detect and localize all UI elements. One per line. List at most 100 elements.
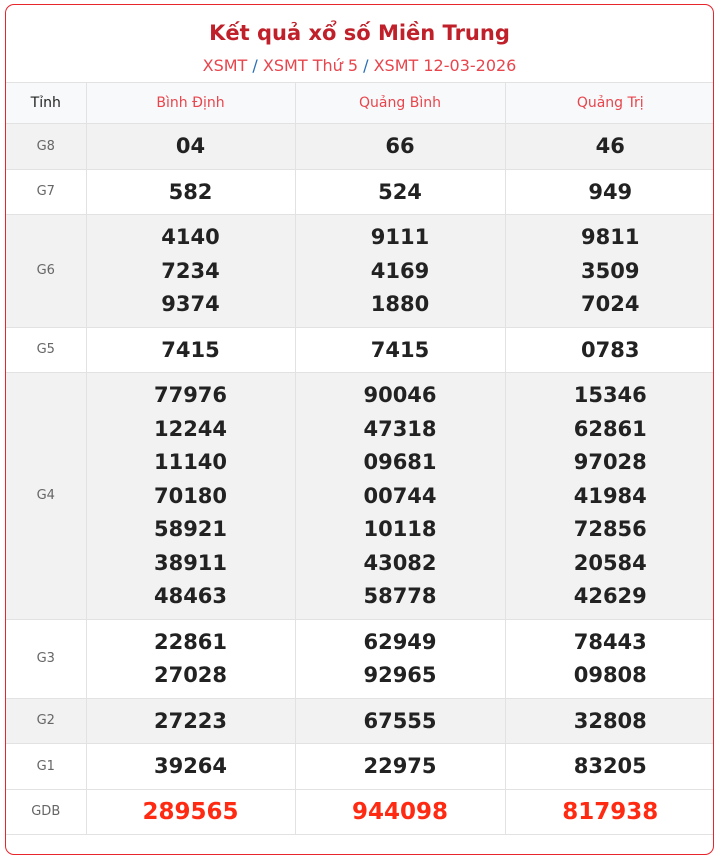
prize-row-g2: G2 27223 67555 32808 [6,697,713,744]
results-card: Kết quả xổ số Miền Trung XSMT / XSMT Thứ… [5,4,714,855]
prize-cell: 22861 27028 [85,618,296,699]
column-header-1[interactable]: Bình Định [85,82,296,124]
prize-number: 7415 [161,337,220,362]
prize-number: 48463 [153,584,228,608]
breadcrumb-xsmt[interactable]: XSMT [202,56,248,75]
special-prize-number: 817938 [562,798,659,825]
prize-number: 67555 [363,708,437,733]
prize-cell: 62949 92965 [294,618,506,699]
prize-cell: 7415 [85,326,296,373]
column-header-3[interactable]: Quảng Trị [504,82,713,124]
prize-number: 949 [588,179,633,204]
prize-row-g7: G7 582 524 949 [6,168,713,215]
prize-cell: 7415 [294,326,506,373]
results-table: Tỉnh Bình Định Quảng Bình Quảng Trị G8 04 66 4… [6,82,713,835]
prize-number: 42629 [573,584,647,608]
prize-number: 70180 [153,483,228,508]
special-prize-number: 289565 [142,798,239,825]
prize-number: 0783 [581,337,640,362]
prize-cell: 90046 47318 09681 00744 10118 43082 58778 [294,372,506,620]
prize-number: 62861 [573,416,647,441]
prize-number: 39264 [153,754,228,778]
prize-cell: 582 [85,168,296,215]
prize-number: 04 [175,134,206,158]
prize-number: 66 [385,134,415,158]
prize-label: G1 [6,743,87,790]
prize-label: G2 [6,697,87,744]
prize-number: 11140 [153,450,228,474]
prize-row-g5: G5 7415 7415 0783 [6,326,713,373]
breadcrumb-separator: / [363,56,369,75]
breadcrumb: XSMT / XSMT Thứ 5 / XSMT 12-03-2026 [6,56,713,75]
prize-number: 58921 [153,517,228,541]
breadcrumb-xsmt-date[interactable]: XSMT 12-03-2026 [373,56,517,75]
prize-number: 524 [378,179,422,204]
prize-cell: 78443 09808 [504,618,713,699]
prize-cell: 9111 4169 1880 [294,214,506,328]
prize-number: 32808 [573,708,647,733]
prize-cell: 39264 [85,743,296,790]
prize-cell: 4140 7234 9374 [85,214,296,328]
prize-number: 582 [168,179,213,204]
prize-cell: 83205 [504,743,713,790]
prize-number: 92965 [363,663,437,687]
prize-cell: 524 [294,168,506,215]
prize-cell: 0783 [504,326,713,373]
prize-number: 46 [595,134,625,158]
prize-number: 62949 [363,629,437,654]
prize-number: 9374 [161,292,220,316]
breadcrumb-separator: / [252,56,258,75]
prize-cell: 66 [294,123,506,170]
breadcrumb-xsmt-thu5[interactable]: XSMT Thứ 5 [262,56,359,75]
prize-number: 00744 [363,483,437,508]
prize-label: G6 [6,214,87,328]
prize-number: 10118 [363,517,437,541]
prize-number: 41984 [573,483,647,508]
prize-number: 7234 [161,258,220,283]
prize-cell: 15346 62861 97028 41984 72856 20584 42629 [504,372,713,620]
prize-label: GDB [6,788,87,835]
prize-cell: 67555 [294,697,506,744]
prize-cell: 949 [504,168,713,215]
prize-number: 09808 [573,663,647,687]
prize-number: 47318 [363,416,437,441]
prize-number: 15346 [573,383,647,407]
special-prize-number: 944098 [351,798,449,825]
prize-cell: 9811 3509 7024 [504,214,713,328]
prize-number: 78443 [573,629,647,654]
prize-number: 12244 [153,416,228,441]
prize-number: 1880 [370,292,430,316]
prize-cell: 289565 [85,788,296,835]
prize-label: G7 [6,168,87,215]
column-header-province: Tỉnh [6,82,87,124]
prize-label: G8 [6,123,87,170]
prize-cell: 32808 [504,697,713,744]
prize-number: 20584 [573,550,647,575]
prize-number: 27223 [153,708,228,733]
prize-number: 72856 [573,517,647,541]
prize-number: 09681 [363,450,437,474]
prize-row-gdb: GDB 289565 944098 817938 [6,788,713,835]
prize-row-g3: G3 22861 27028 62949 92965 78443 09808 [6,618,713,699]
prize-number: 3509 [581,258,640,283]
prize-label: G4 [6,372,87,620]
prize-row-g1: G1 39264 22975 83205 [6,743,713,790]
prize-number: 90046 [363,383,437,407]
prize-number: 7024 [581,292,640,316]
prize-row-g4: G4 77976 12244 11140 70180 58921 38911 48463 900… [6,372,713,620]
prize-number: 4169 [370,258,430,283]
prize-number: 83205 [573,754,647,778]
prize-cell: 944098 [294,788,506,835]
prize-number: 9111 [370,225,430,249]
prize-number: 22975 [363,754,437,778]
prize-number: 4140 [161,225,220,249]
prize-number: 58778 [363,584,437,608]
prize-number: 38911 [153,550,228,575]
prize-cell: 46 [504,123,713,170]
prize-label: G3 [6,618,87,699]
prize-number: 9811 [581,225,640,249]
prize-row-g8: G8 04 66 46 [6,123,713,170]
prize-number: 97028 [573,450,647,474]
prize-cell: 22975 [294,743,506,790]
column-header-2[interactable]: Quảng Bình [294,82,506,124]
